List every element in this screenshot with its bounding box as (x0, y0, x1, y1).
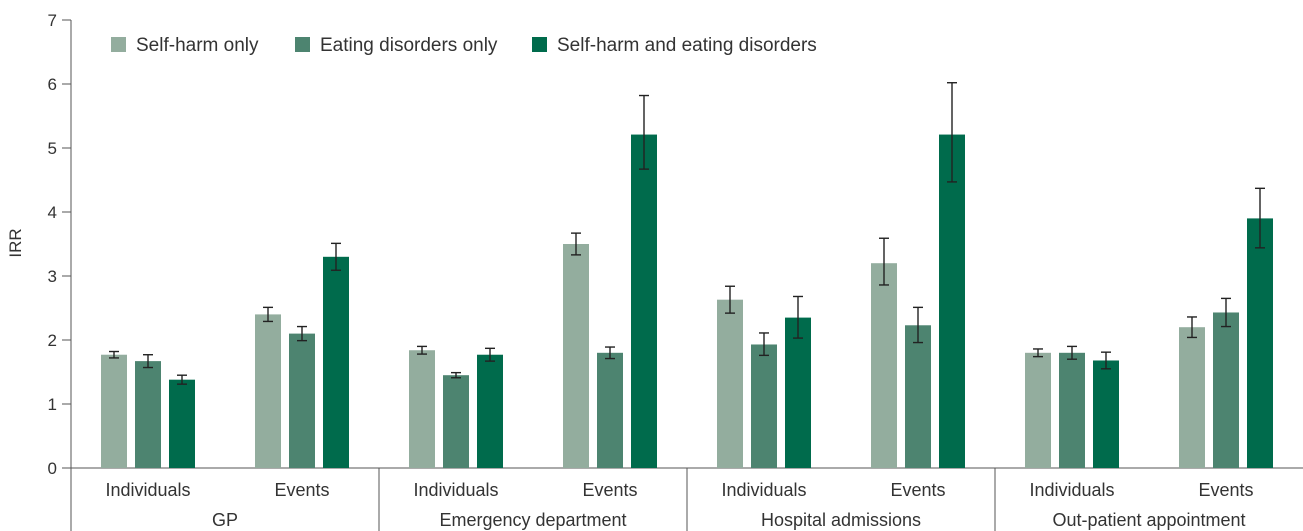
bar (751, 344, 777, 468)
subcategory-label: Events (1198, 480, 1253, 500)
bar (1025, 352, 1051, 468)
subcategory-label: Individuals (721, 480, 806, 500)
bars (101, 134, 1273, 468)
error-bar (605, 346, 615, 360)
legend-swatch (111, 37, 126, 52)
y-tick-label: 3 (48, 267, 57, 286)
y-tick-label: 1 (48, 395, 57, 414)
error-bar (1187, 316, 1197, 339)
error-bar (297, 325, 307, 342)
bar (1247, 218, 1273, 468)
bar (1179, 327, 1205, 468)
subcategory-label: Individuals (413, 480, 498, 500)
bar (135, 361, 161, 468)
bar (1213, 312, 1239, 468)
error-bar (1033, 348, 1043, 358)
error-bar (143, 354, 153, 369)
bar (443, 375, 469, 468)
error-bar (947, 82, 957, 183)
bar (477, 354, 503, 468)
y-tick-label: 4 (48, 203, 57, 222)
error-bar (1101, 351, 1111, 370)
bar (563, 244, 589, 468)
legend: Self-harm only Eating disorders only Self-… (111, 35, 817, 56)
subcategory-label: Events (582, 480, 637, 500)
legend-label: Self-harm only (136, 35, 259, 56)
bar (409, 350, 435, 468)
error-bar (725, 285, 735, 314)
error-bar (1221, 297, 1231, 328)
x-axis: GP Individuals Events Emergency department I… (71, 467, 1303, 531)
legend-label: Eating disorders only (320, 35, 498, 56)
bar (631, 134, 657, 468)
bar (597, 352, 623, 468)
subcategory-label: Individuals (105, 480, 190, 500)
legend-swatch (295, 37, 310, 52)
bar (323, 256, 349, 468)
error-bar (571, 232, 581, 256)
bar (255, 314, 281, 468)
error-bar (417, 345, 427, 355)
error-bar (1067, 345, 1077, 360)
subcategory-label: Individuals (1029, 480, 1114, 500)
error-bar (331, 242, 341, 271)
subcategory-label: Events (274, 480, 329, 500)
error-bar (879, 237, 889, 286)
bar (939, 134, 965, 468)
y-tick-label: 5 (48, 139, 57, 158)
error-bar (1255, 187, 1265, 249)
bar (717, 299, 743, 468)
error-bar (913, 306, 923, 344)
y-axis: 0 1 2 3 4 5 6 7 (48, 11, 72, 531)
error-bar (485, 347, 495, 362)
y-tick-label: 2 (48, 331, 57, 350)
bar (871, 263, 897, 468)
y-tick-label: 6 (48, 75, 57, 94)
group-label: GP (212, 510, 238, 530)
error-bar (177, 374, 187, 385)
bar (785, 317, 811, 468)
error-bar (451, 371, 461, 379)
group-label: Hospital admissions (761, 510, 921, 530)
error-bar (109, 350, 119, 359)
bar (101, 354, 127, 468)
legend-label: Self-harm and eating disorders (557, 35, 817, 56)
bar (1093, 360, 1119, 468)
group-label: Emergency department (439, 510, 626, 530)
y-tick-label: 0 (48, 459, 57, 478)
group-label: Out-patient appointment (1052, 510, 1245, 530)
y-tick-label: 7 (48, 11, 57, 30)
bar (289, 333, 315, 468)
bar (169, 379, 195, 468)
error-bar (793, 295, 803, 339)
y-axis-label: IRR (6, 228, 25, 257)
bar (905, 325, 931, 468)
error-bar (263, 306, 273, 323)
error-bar (639, 94, 649, 170)
error-bars (109, 82, 1265, 385)
subcategory-label: Events (890, 480, 945, 500)
legend-swatch (532, 37, 547, 52)
bar (1059, 352, 1085, 468)
error-bar (759, 332, 769, 357)
